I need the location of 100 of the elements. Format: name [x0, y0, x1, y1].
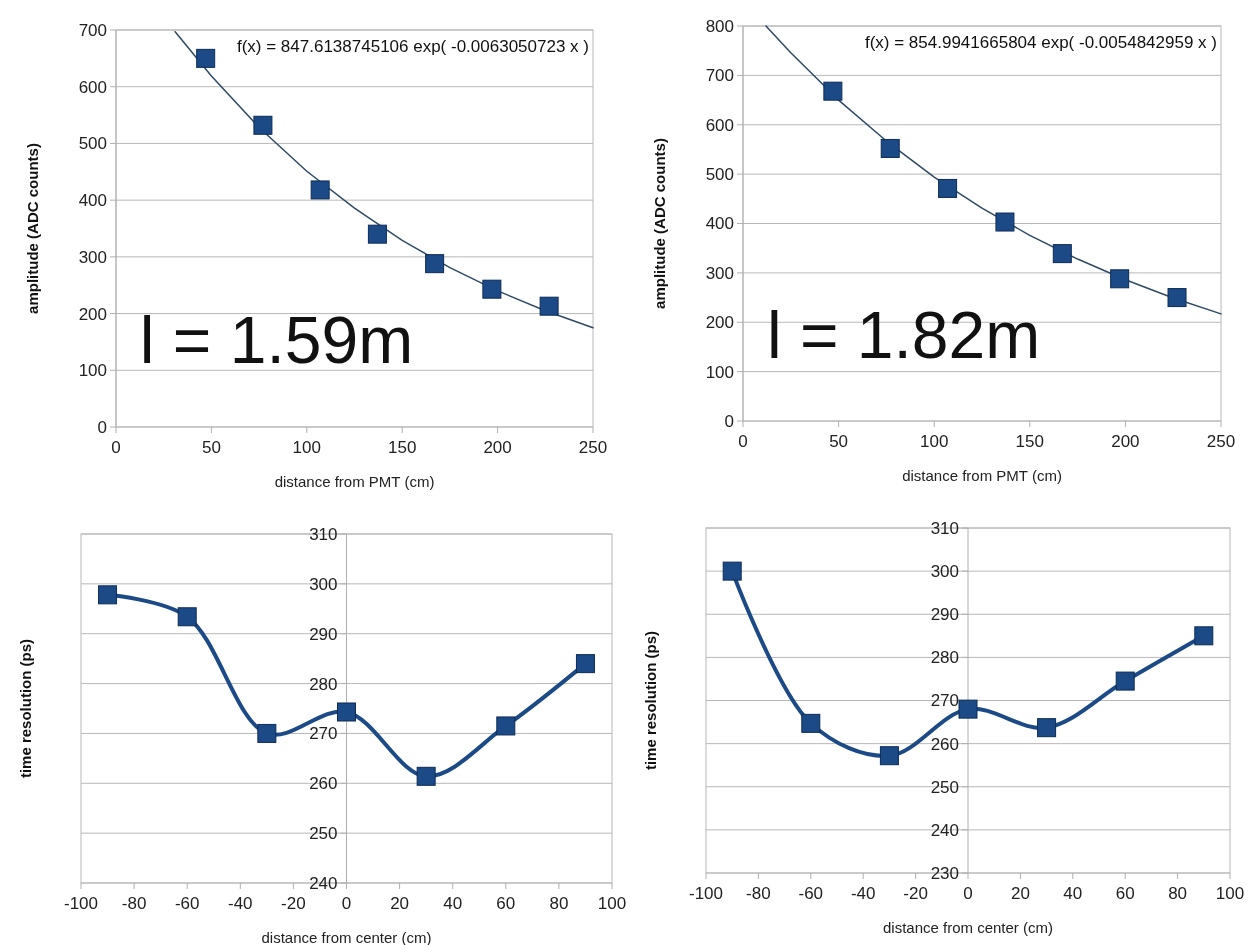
x-axis-title: distance from PMT (cm) — [902, 467, 1062, 484]
y-tick-label: 300 — [930, 562, 959, 582]
x-tick-label: 20 — [390, 894, 410, 913]
x-tick-label: 200 — [483, 438, 512, 457]
y-tick-label: 700 — [78, 20, 107, 40]
y-tick-label: 300 — [78, 247, 107, 267]
x-tick-label: 80 — [1168, 884, 1188, 903]
y-tick-label: 300 — [705, 263, 734, 283]
point — [177, 607, 197, 627]
point — [196, 48, 216, 68]
point — [1110, 269, 1130, 289]
y-tick-label: 240 — [930, 820, 959, 840]
annotation: f(x) = 854.9941665804 exp( -0.0054842959 x ) — [864, 33, 1217, 52]
x-tick-label: 150 — [388, 438, 417, 457]
y-tick-label: 240 — [309, 873, 338, 893]
point — [1194, 626, 1214, 646]
point — [1115, 671, 1135, 691]
y-tick-label: 250 — [309, 824, 338, 844]
x-tick-label: 100 — [1215, 884, 1245, 903]
y-tick-label: 300 — [309, 574, 338, 594]
y-tick-label: 500 — [705, 165, 734, 185]
y-tick-label: 260 — [930, 734, 959, 754]
x-tick-label: 80 — [549, 894, 569, 913]
point — [425, 254, 445, 274]
point — [367, 224, 387, 244]
point — [253, 115, 273, 135]
x-tick-label: -100 — [688, 884, 724, 903]
y-tick-label: 280 — [930, 648, 959, 668]
y-tick-label: 200 — [705, 313, 734, 333]
x-tick-label: -20 — [903, 884, 928, 903]
x-axis-title: distance from center (cm) — [882, 919, 1054, 936]
y-axis-title: amplitude (ADC counts) — [651, 138, 668, 309]
y-tick-label: 800 — [705, 16, 734, 36]
point — [482, 279, 502, 299]
x-tick-label: 100 — [597, 894, 627, 913]
point — [257, 723, 277, 743]
point — [880, 138, 900, 158]
x-tick-label: 0 — [111, 438, 121, 457]
y-tick-label: 0 — [724, 411, 734, 431]
point — [938, 178, 958, 198]
point — [1052, 244, 1072, 264]
point — [310, 180, 330, 200]
point — [879, 746, 899, 766]
x-tick-label: 0 — [963, 884, 973, 903]
x-tick-label: 0 — [738, 432, 748, 451]
x-tick-label: 60 — [1115, 884, 1135, 903]
x-tick-label: -40 — [228, 894, 253, 913]
x-axis-title: distance from PMT (cm) — [274, 473, 435, 490]
y-tick-label: 400 — [78, 191, 107, 211]
x-tick-label: 200 — [1111, 432, 1140, 451]
point — [958, 699, 978, 719]
y-tick-label: 250 — [930, 777, 959, 797]
y-tick-label: 310 — [930, 518, 959, 538]
y-tick-label: 500 — [78, 134, 107, 154]
y-tick-label: 0 — [97, 417, 107, 437]
y-tick-label: 280 — [309, 674, 338, 694]
point — [539, 296, 559, 316]
point — [575, 654, 595, 674]
y-tick-label: 260 — [309, 774, 338, 794]
y-tick-label: 270 — [309, 724, 338, 744]
x-tick-label: 250 — [1206, 432, 1236, 451]
y-tick-label: 290 — [309, 624, 338, 644]
y-tick-label: 310 — [309, 524, 338, 544]
point — [416, 766, 436, 786]
x-tick-label: 150 — [1015, 432, 1044, 451]
y-tick-label: 270 — [930, 691, 959, 711]
x-tick-label: -100 — [63, 894, 99, 913]
y-tick-label: 200 — [78, 304, 107, 324]
x-tick-label: 40 — [443, 894, 463, 913]
y-axis-title: time resolution (ps) — [17, 638, 34, 779]
annotation: l = 1.82m — [766, 297, 1041, 372]
x-tick-label: 40 — [1063, 884, 1083, 903]
x-tick-label: -60 — [174, 894, 200, 913]
x-tick-label: 0 — [341, 894, 352, 913]
x-tick-label: -60 — [798, 884, 824, 903]
point — [1167, 288, 1187, 308]
point — [98, 585, 118, 605]
y-tick-label: 230 — [930, 863, 959, 883]
x-tick-label: -80 — [121, 894, 147, 913]
point — [1037, 718, 1057, 738]
annotation: l = 1.59m — [139, 303, 414, 378]
point — [337, 702, 356, 722]
x-tick-label: 100 — [292, 438, 321, 457]
point — [823, 81, 843, 101]
y-tick-label: 290 — [930, 605, 959, 625]
point — [722, 561, 742, 581]
x-tick-label: -40 — [850, 884, 876, 903]
y-tick-label: 600 — [78, 77, 107, 97]
y-tick-label: 700 — [705, 66, 734, 86]
point — [995, 212, 1015, 232]
x-tick-label: -80 — [746, 884, 771, 903]
annotation: f(x) = 847.6138745106 exp( -0.0063050723 x ) — [236, 37, 589, 56]
x-tick-label: 50 — [201, 438, 221, 457]
x-tick-label: 20 — [1010, 884, 1030, 903]
x-tick-label: -20 — [281, 894, 306, 913]
y-axis-title: amplitude (ADC counts) — [24, 143, 41, 314]
y-tick-label: 600 — [705, 115, 734, 135]
y-tick-label: 100 — [705, 362, 734, 382]
x-tick-label: 250 — [578, 438, 608, 457]
point — [496, 716, 516, 736]
